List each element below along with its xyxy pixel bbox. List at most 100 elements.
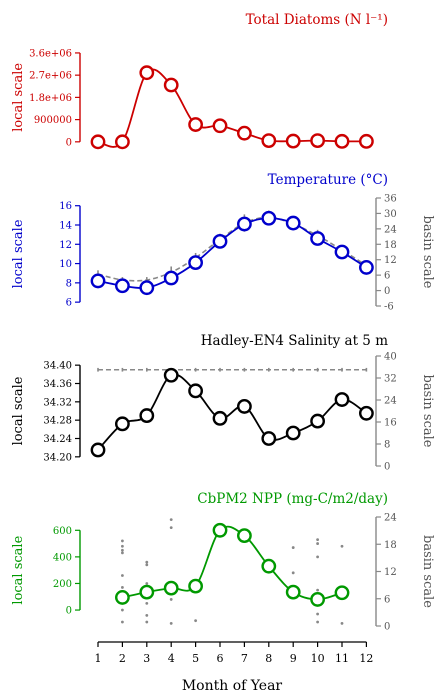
left-tick-label: 34.28 [43, 416, 72, 427]
scatter-point [169, 518, 173, 522]
basin-series-line [97, 216, 367, 282]
data-point [358, 260, 374, 275]
x-tick-label: 8 [265, 652, 272, 665]
left-tick-label: 600 [53, 526, 72, 537]
left-axis-label: local scale [11, 219, 26, 288]
right-tick-label: 6 [384, 271, 390, 282]
left-tick-label: 34.20 [43, 452, 72, 463]
left-tick-label: 900000 [34, 115, 72, 126]
panel-title: Hadley-EN4 Salinity at 5 m [201, 333, 388, 349]
scatter-point [316, 538, 319, 541]
scatter-point [121, 620, 124, 624]
right-tick-label: -6 [384, 302, 394, 313]
x-tick-label: 10 [311, 652, 325, 665]
right-axis-label: basin scale [420, 375, 435, 448]
left-tick-label: 2.7e+06 [29, 71, 72, 82]
panel-npp: CbPM2 NPP (mg-C/m2/day) 0 200 400 600 local s… [11, 491, 435, 633]
data-point [90, 273, 106, 289]
left-axis-label: local scale [11, 535, 26, 604]
data-point [188, 578, 204, 594]
scatter-point [169, 621, 173, 625]
scatter-point [121, 608, 124, 612]
data-point [261, 558, 277, 574]
data-point [163, 77, 179, 93]
left-tick-label: 400 [53, 552, 72, 563]
data-point [115, 278, 130, 294]
data-point [115, 134, 130, 150]
left-tick-label: 34.24 [43, 434, 72, 445]
data-point [310, 592, 325, 607]
scatter-point [145, 602, 149, 605]
data-point [212, 522, 228, 538]
scatter-point [145, 620, 149, 624]
data-point [285, 133, 301, 149]
data-point [139, 280, 155, 296]
series-line [122, 525, 343, 601]
data-point [212, 233, 228, 249]
right-axis-label: basin scale [420, 216, 435, 289]
scatter-point [340, 544, 344, 548]
x-axis-label: Month of Year [182, 678, 283, 694]
data-point [188, 383, 204, 399]
left-tick-label: 14 [59, 221, 72, 232]
data-point [261, 133, 277, 148]
x-tick-label: 4 [168, 652, 175, 665]
left-tick-label: 34.40 [43, 361, 72, 372]
data-point [236, 125, 252, 141]
panel-diatoms: Total Diatoms (N l⁻¹) 0 900000 1.8e+06 2.7e+… [11, 12, 388, 150]
right-tick-label: 0 [384, 462, 390, 473]
series-line [97, 68, 367, 148]
series-line [97, 373, 367, 451]
right-tick-label: 18 [384, 540, 397, 551]
x-tick-label: 7 [241, 652, 248, 665]
left-tick-label: 3.6e+06 [29, 48, 72, 59]
left-tick-label: 12 [59, 240, 72, 251]
right-tick-label: 12 [384, 567, 397, 578]
right-axis-label: basin scale [420, 535, 435, 608]
data-point [310, 413, 325, 429]
x-tick-label: 11 [335, 652, 349, 665]
scatter-point [316, 542, 319, 545]
right-tick-label: 0 [384, 622, 390, 633]
scatter-point [121, 544, 124, 548]
left-tick-label: 0 [66, 137, 72, 148]
scatter-point [145, 613, 149, 617]
data-point [285, 425, 301, 441]
scatter-point [121, 548, 124, 552]
scatter-point [340, 621, 344, 625]
left-tick-label: 10 [59, 259, 72, 270]
left-tick-label: 34.36 [43, 379, 72, 390]
panel-title: Total Diatoms (N l⁻¹) [246, 12, 388, 28]
data-point [310, 133, 325, 148]
scatter-point [121, 551, 124, 555]
scatter-point [145, 563, 149, 567]
scatter-point [145, 560, 149, 564]
data-point [261, 210, 277, 226]
scatter-point [316, 612, 319, 616]
panel-temperature: Temperature (°C) 6 8 10 12 14 16 local scale -6 0… [11, 172, 435, 313]
data-point [236, 216, 252, 232]
data-point [163, 580, 179, 596]
x-tick-label: 3 [143, 652, 150, 665]
right-tick-label: 30 [384, 209, 397, 220]
data-point [310, 231, 325, 246]
right-tick-label: 24 [384, 513, 397, 524]
scatter-point [316, 588, 319, 592]
series-line [97, 217, 367, 289]
panel-salinity: Hadley-EN4 Salinity at 5 m 34.20 34.24 34.2… [11, 333, 435, 473]
x-tick-label: 6 [217, 652, 224, 665]
left-tick-label: 200 [53, 579, 72, 590]
left-axis-label: local scale [11, 376, 26, 445]
data-point [90, 442, 106, 458]
data-point [163, 367, 179, 383]
scatter-point [145, 582, 149, 585]
scatter-point [291, 571, 295, 575]
x-tick-label: 12 [359, 652, 373, 665]
data-point [334, 585, 350, 601]
right-tick-label: 6 [384, 594, 390, 605]
scatter-point [169, 526, 173, 530]
scatter-point [316, 555, 319, 559]
scatter-point [169, 598, 173, 601]
scatter-point [316, 620, 319, 624]
